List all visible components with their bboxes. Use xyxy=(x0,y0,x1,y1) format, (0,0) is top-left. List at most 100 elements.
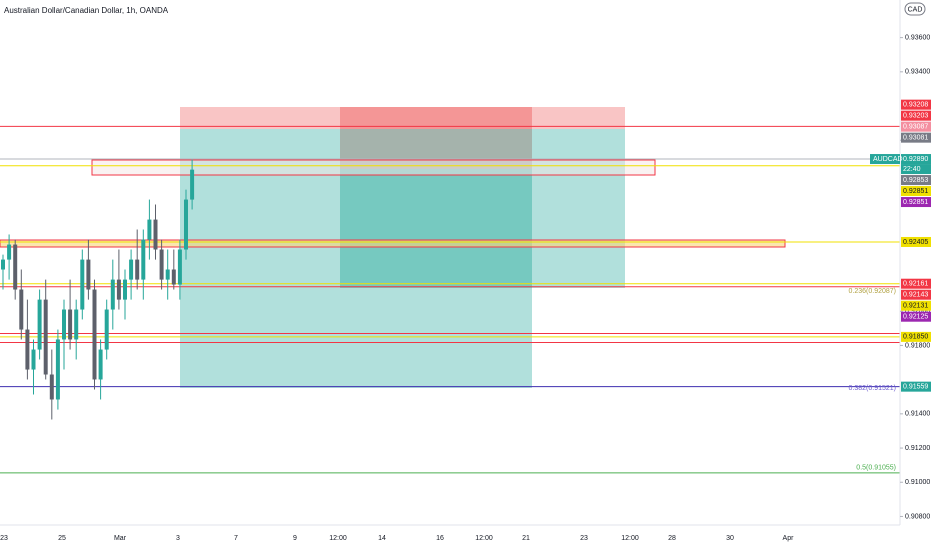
x-tick-label: 7 xyxy=(234,535,238,542)
candle-body xyxy=(129,259,134,280)
price-tag xyxy=(901,197,931,208)
y-tick-label: 0.91200 xyxy=(905,445,930,452)
price-tag-label: 0.92125 xyxy=(903,314,928,321)
target-zone-low xyxy=(180,288,532,388)
x-tick-label: 28 xyxy=(668,535,676,542)
x-tick-label: 3 xyxy=(176,535,180,542)
price-tag xyxy=(901,121,931,132)
zone-box xyxy=(0,239,786,248)
x-tick-label: 9 xyxy=(293,535,297,542)
candle-body xyxy=(153,219,158,250)
y-tick-label: 0.90800 xyxy=(905,513,930,520)
price-tag-label: 0.92853 xyxy=(903,177,928,184)
x-tick-label: 23 xyxy=(580,535,588,542)
price-axis xyxy=(900,0,932,550)
candle-body xyxy=(7,244,12,260)
countdown-tag xyxy=(901,164,931,175)
price-tag-label: 0.92890 xyxy=(903,156,928,163)
x-tick-label: Apr xyxy=(783,535,795,542)
candle-body xyxy=(13,244,18,290)
countdown-label: 22:40 xyxy=(903,166,921,173)
stop-zone-active xyxy=(340,107,532,129)
x-tick-label: 25 xyxy=(58,535,66,542)
y-tick-label: 0.91800 xyxy=(905,342,930,349)
price-tag xyxy=(901,300,931,311)
fib-label: 0.382(0.91521) xyxy=(849,385,896,392)
x-tick-label: 14 xyxy=(378,535,386,542)
candle-body xyxy=(110,279,115,310)
candle-body xyxy=(19,289,24,330)
y-tick-label: 0.92000 xyxy=(905,308,930,315)
price-tag-label: 0.92851 xyxy=(903,188,928,195)
plot xyxy=(0,107,900,474)
price-tag-label: 0.93208 xyxy=(903,102,928,109)
price-tag-label: 0.92405 xyxy=(903,239,928,246)
candle-body xyxy=(116,279,121,300)
fib-label: 0.5(0.91055) xyxy=(856,465,896,472)
currency[interactable]: CAD xyxy=(908,6,923,13)
price-tag xyxy=(901,331,931,342)
price-tag xyxy=(901,186,931,197)
price-tag xyxy=(901,381,931,392)
candle-body xyxy=(177,249,182,285)
y-tick-label: 0.91400 xyxy=(905,411,930,418)
candle-body xyxy=(68,309,73,340)
symbol-label: AUDCAD xyxy=(873,156,903,163)
price-tag xyxy=(901,289,931,300)
y-tick-label: 0.93400 xyxy=(905,69,930,76)
candle-body xyxy=(25,329,30,370)
y-tick-label: 0.93600 xyxy=(905,34,930,41)
x-tick-label: Mar xyxy=(114,535,127,542)
price-tag xyxy=(901,278,931,289)
x-tick-label: 23 xyxy=(0,535,8,542)
price-tag-label: 0.91559 xyxy=(903,383,928,390)
candle-body xyxy=(37,299,42,350)
x-tick-label: 30 xyxy=(726,535,734,542)
price-tag xyxy=(901,236,931,247)
price-tag xyxy=(901,132,931,143)
x-tick-label: 12:00 xyxy=(475,535,493,542)
candle-body xyxy=(86,259,91,290)
fib-label: 0.236(0.92087) xyxy=(849,288,896,295)
symbol-tag xyxy=(870,154,900,165)
price-tag xyxy=(901,99,931,110)
candle-body xyxy=(165,269,170,280)
candle-body xyxy=(104,309,109,350)
price-tag-label: 0.93081 xyxy=(903,135,928,142)
candle-body xyxy=(147,219,152,240)
candle-body xyxy=(190,169,195,200)
candle-body xyxy=(1,259,5,270)
candle-body xyxy=(55,339,60,400)
price-tag xyxy=(901,311,931,322)
candle-body xyxy=(74,309,79,340)
candle-body xyxy=(62,309,66,340)
x-tick-label: 12:00 xyxy=(329,535,347,542)
price-tag-label: 0.92143 xyxy=(903,292,928,299)
x-tick-label: 12:00 xyxy=(621,535,639,542)
candle-body xyxy=(135,259,140,280)
candle-body xyxy=(43,299,48,375)
candle-body xyxy=(31,349,36,370)
candle-body xyxy=(92,289,97,380)
chart-title: Australian Dollar/Canadian Dollar, 1h, O… xyxy=(4,6,169,15)
candle-body xyxy=(123,279,127,300)
price-tag-label: 0.92851 xyxy=(903,199,928,206)
price-tag xyxy=(901,175,931,186)
currency-badge[interactable] xyxy=(904,2,926,16)
price-tag-label: 0.92161 xyxy=(903,281,928,288)
zone-box xyxy=(91,159,656,176)
price-tag-label: 0.91850 xyxy=(903,334,928,341)
candle-body xyxy=(184,199,188,250)
candle-body xyxy=(141,239,146,280)
price-tag xyxy=(901,110,931,121)
price-tag xyxy=(901,154,931,165)
candle-body xyxy=(80,259,85,310)
price-tag-label: 0.93203 xyxy=(903,113,928,120)
candle-body xyxy=(171,269,176,285)
x-tick-label: 16 xyxy=(436,535,444,542)
candle-body xyxy=(49,374,54,400)
candle-body xyxy=(98,349,103,380)
candle-body xyxy=(159,249,164,280)
y-tick-label: 0.91000 xyxy=(905,479,930,486)
